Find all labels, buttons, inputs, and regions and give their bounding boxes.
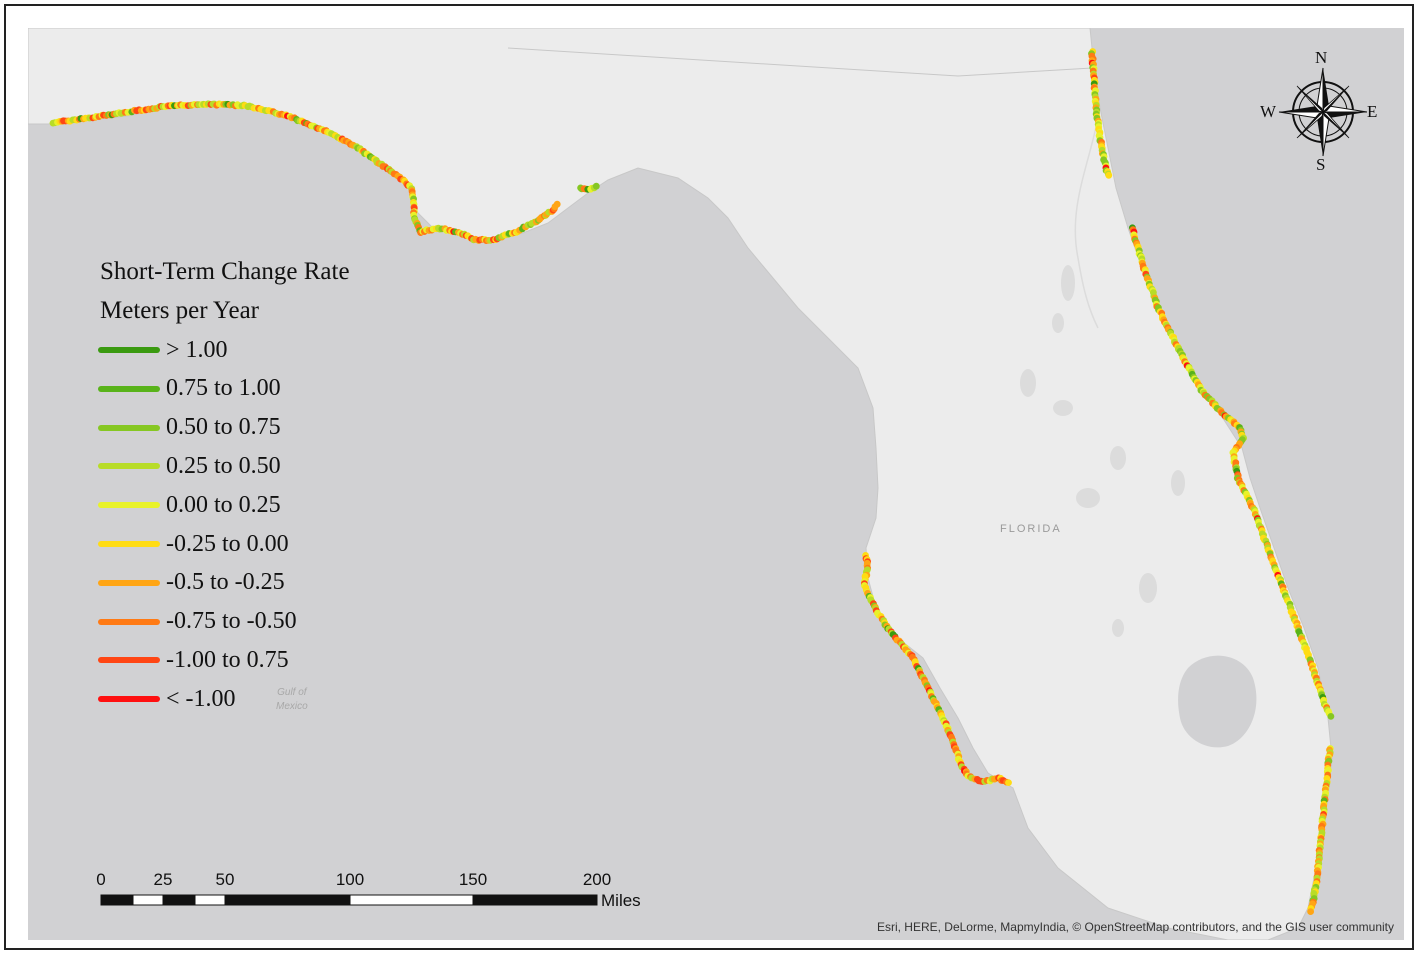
scale-bar-segment <box>194 894 226 906</box>
legend-swatch <box>98 696 160 703</box>
shoreline-change-points <box>49 48 1335 915</box>
legend-label: 0.25 to 0.50 <box>166 452 281 479</box>
scale-tick-label: 50 <box>215 870 235 889</box>
scale-unit-label: Miles <box>601 891 641 910</box>
compass-east-label: E <box>1367 102 1378 121</box>
scale-bar <box>100 894 598 906</box>
legend-label: 0.50 to 0.75 <box>166 414 281 441</box>
legend-swatch <box>98 541 160 547</box>
lake-okeechobee <box>1178 655 1257 748</box>
legend-swatch <box>98 385 160 392</box>
shoreline-point <box>1307 908 1314 915</box>
map-frame: N S E W FLORIDA Gulf of Mexico Short-Ter… <box>4 4 1414 950</box>
legend-swatch <box>98 463 160 470</box>
river-line <box>1074 117 1099 329</box>
legend-item: -0.5 to -0.25 <box>98 568 285 598</box>
water-label-line1: Gulf of <box>277 687 307 698</box>
legend-swatch <box>98 347 160 353</box>
scale-tick-label: 0 <box>96 870 106 889</box>
basemap <box>28 28 1368 940</box>
legend-swatch <box>98 502 160 509</box>
scale-bar-segment <box>132 894 164 906</box>
compass-rose <box>1278 67 1368 157</box>
legend-swatch <box>98 618 160 625</box>
legend-item: 0.00 to 0.25 <box>98 490 281 520</box>
legend-item: -1.00 to 0.75 <box>98 645 289 675</box>
compass-north-label: N <box>1315 48 1328 67</box>
land-florida <box>28 28 1333 940</box>
legend-subtitle: Meters per Year <box>100 297 259 324</box>
legend-item: -0.75 to -0.50 <box>98 607 297 637</box>
legend-item: -0.25 to 0.00 <box>98 529 289 559</box>
scale-bar-segment <box>472 894 598 906</box>
legend-label: 0.75 to 1.00 <box>166 375 281 402</box>
legend-label: -0.25 to 0.00 <box>166 530 289 557</box>
state-boundary <box>507 47 1093 77</box>
scale-bar-segment <box>100 894 134 906</box>
compass-south-label: S <box>1316 155 1326 174</box>
scale-bar-segment <box>349 894 474 906</box>
legend-item: > 1.00 <box>98 335 228 365</box>
water-label-line2: Mexico <box>276 701 308 712</box>
shoreline-point <box>592 182 600 190</box>
scale-tick-label: 200 <box>582 870 612 889</box>
legend-title: Short-Term Change Rate <box>100 258 350 285</box>
legend-item: < -1.00 <box>98 684 236 714</box>
compass-west-label: W <box>1260 102 1277 121</box>
state-label: FLORIDA <box>1000 523 1062 535</box>
legend-label: -0.5 to -0.25 <box>166 569 285 596</box>
legend-label: < -1.00 <box>166 685 236 712</box>
legend-item: 0.50 to 0.75 <box>98 413 281 443</box>
legend-item: 0.75 to 1.00 <box>98 374 281 404</box>
scale-tick-label: 100 <box>335 870 365 889</box>
scale-tick-label: 25 <box>153 870 173 889</box>
scale-bar-segment <box>224 894 351 906</box>
legend-label: -0.75 to -0.50 <box>166 608 297 635</box>
legend-swatch <box>98 424 160 431</box>
legend-label: 0.00 to 0.25 <box>166 491 281 518</box>
scale-bar-segment <box>162 894 196 906</box>
attribution-credits: Esri, HERE, DeLorme, MapmyIndia, © OpenS… <box>876 920 1394 934</box>
shoreline-point <box>553 200 561 208</box>
water-label: Gulf of Mexico <box>276 686 308 714</box>
shoreline-point <box>1105 171 1113 179</box>
legend-label: -1.00 to 0.75 <box>166 646 289 673</box>
legend-item: 0.25 to 0.50 <box>98 451 281 481</box>
map-canvas[interactable]: N S E W FLORIDA Gulf of Mexico Short-Ter… <box>28 28 1404 940</box>
interior-lakes <box>1020 265 1185 637</box>
legend-swatch <box>98 657 160 664</box>
legend-swatch <box>98 579 160 586</box>
shoreline-point <box>1005 779 1012 786</box>
legend-label: > 1.00 <box>166 336 228 363</box>
scale-tick-label: 150 <box>458 870 488 889</box>
shoreline-point <box>1327 713 1335 720</box>
